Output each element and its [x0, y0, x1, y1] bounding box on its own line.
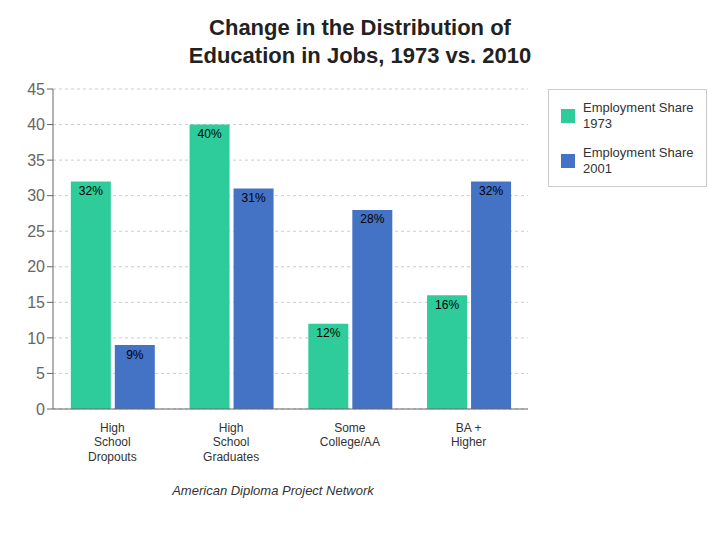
svg-text:40%: 40% [198, 127, 222, 141]
svg-text:5: 5 [36, 365, 45, 382]
html-text:American Diploma Project Netwo: American Diploma Project Network [172, 483, 374, 498]
html-text:Education in Jobs, 1973 vs. 20: Education in Jobs, 1973 vs. 2010 [188, 42, 532, 68]
svg-text:BA +Higher: BA +Higher [451, 421, 486, 449]
svg-text:10: 10 [27, 330, 45, 347]
svg-text:20: 20 [27, 258, 45, 275]
html-text:Employment Share 2001: Employment Share 2001 [583, 145, 694, 176]
svg-text:45: 45 [27, 81, 45, 98]
svg-text:15: 15 [27, 294, 45, 311]
svg-text:28%: 28% [360, 212, 384, 226]
svg-text:9%: 9% [126, 348, 144, 362]
html-text:Employment Share 1973: Employment Share 1973 [583, 100, 694, 131]
svg-text:35: 35 [27, 152, 45, 169]
html-text:Change in the Distribution of: Change in the Distribution of [209, 15, 511, 40]
svg-text:0: 0 [36, 401, 45, 418]
svg-text:40: 40 [27, 116, 45, 133]
svg-text:31%: 31% [242, 191, 266, 205]
svg-text:HighSchoolGraduates: HighSchoolGraduates [203, 421, 259, 464]
svg-text:30: 30 [27, 187, 45, 204]
svg-text:SomeCollege/AA: SomeCollege/AA [320, 421, 380, 449]
svg-text:32%: 32% [79, 184, 103, 198]
svg-text:32%: 32% [479, 184, 503, 198]
svg-text:16%: 16% [435, 298, 459, 312]
svg-text:12%: 12% [316, 326, 340, 340]
svg-text:HighSchoolDropouts: HighSchoolDropouts [88, 421, 137, 464]
svg-text:25: 25 [27, 223, 45, 240]
